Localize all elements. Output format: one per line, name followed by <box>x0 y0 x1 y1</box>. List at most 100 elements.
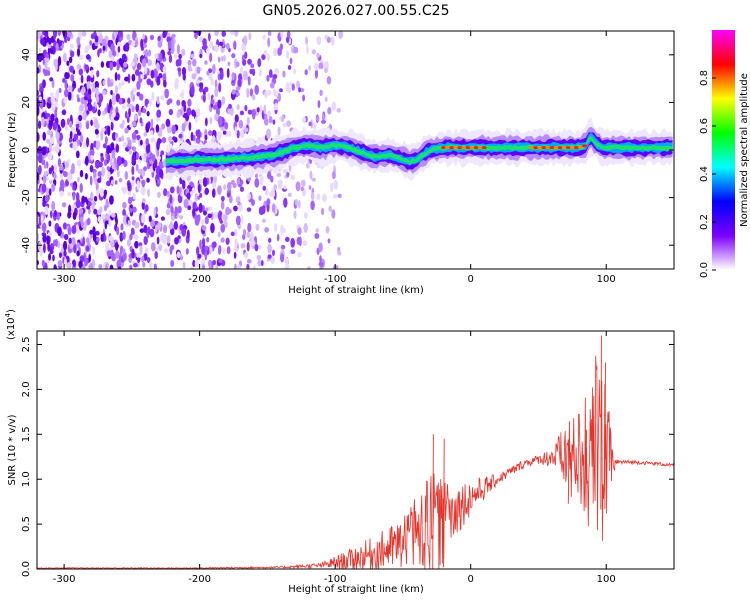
noise-speckle <box>258 195 262 202</box>
noise-speckle <box>153 263 157 269</box>
noise-speckle <box>53 264 57 269</box>
noise-speckle <box>70 74 75 82</box>
noise-speckle <box>99 187 105 198</box>
noise-speckle <box>224 121 229 130</box>
noise-speckle <box>77 121 83 130</box>
noise-speckle <box>286 171 290 178</box>
noise-speckle <box>44 62 48 69</box>
noise-speckle <box>71 162 75 173</box>
noise-speckle <box>308 121 312 127</box>
noise-speckle <box>110 113 116 123</box>
noise-speckle <box>68 56 73 64</box>
noise-speckle <box>181 48 186 57</box>
ridge-peak <box>449 146 455 150</box>
noise-speckle <box>201 264 205 269</box>
noise-speckle <box>186 229 190 239</box>
noise-speckle <box>183 198 189 209</box>
noise-speckle <box>115 250 120 259</box>
noise-speckle <box>68 204 72 214</box>
noise-speckle <box>215 264 219 269</box>
noise-speckle <box>80 74 84 84</box>
spectrogram-x-ticks: -300 -200 -100 0 100 <box>53 31 616 285</box>
noise-speckle <box>124 110 128 119</box>
noise-speckle <box>174 206 178 217</box>
noise-speckle <box>254 84 259 95</box>
noise-speckle <box>280 31 284 39</box>
noise-speckle <box>218 246 221 256</box>
noise-speckle <box>306 44 309 55</box>
noise-speckle <box>110 249 114 260</box>
noise-speckle <box>80 221 84 228</box>
noise-speckle <box>321 207 325 216</box>
snr-frame <box>36 330 675 570</box>
x-tick-label: -300 <box>53 574 76 585</box>
noise-speckle <box>158 160 164 170</box>
noise-speckle <box>68 120 73 128</box>
noise-speckle <box>94 35 99 43</box>
noise-speckle <box>151 91 155 102</box>
noise-speckle <box>239 110 245 116</box>
ridge-band <box>165 136 673 165</box>
ridge-peak <box>569 146 575 150</box>
noise-speckle <box>312 122 317 130</box>
noise-speckle <box>131 176 135 181</box>
noise-speckle <box>315 52 320 58</box>
noise-speckle <box>201 219 205 226</box>
noise-speckle <box>100 155 105 163</box>
noise-speckle <box>108 209 112 216</box>
noise-speckle <box>324 67 328 73</box>
noise-speckle <box>204 134 208 141</box>
noise-speckle <box>107 39 112 48</box>
noise-speckle <box>150 241 156 252</box>
snr-spike <box>432 434 434 569</box>
noise-speckle <box>97 177 101 183</box>
noise-speckle <box>267 254 272 259</box>
noise-speckle <box>79 54 84 60</box>
noise-speckle <box>67 226 72 236</box>
noise-speckle <box>218 82 222 93</box>
noise-speckle <box>87 197 93 202</box>
noise-speckle <box>235 86 241 91</box>
x-tick-label: -200 <box>188 274 211 285</box>
colorbar-ticks: 0.0 0.2 0.4 0.6 0.8 <box>699 70 716 278</box>
noise-speckle <box>97 170 102 177</box>
noise-speckle <box>284 257 289 265</box>
noise-speckle <box>230 31 235 36</box>
noise-speckle <box>207 206 213 212</box>
noise-speckle <box>84 172 88 180</box>
noise-speckle <box>133 114 138 122</box>
noise-speckle <box>166 235 171 244</box>
noise-speckle <box>173 220 178 230</box>
noise-speckle <box>321 119 326 124</box>
noise-speckle <box>163 79 167 88</box>
noise-speckle <box>115 143 120 153</box>
noise-speckle <box>155 124 160 133</box>
noise-speckle <box>146 78 152 86</box>
noise-speckle <box>91 200 95 210</box>
noise-speckle <box>246 259 252 264</box>
noise-speckle <box>97 109 101 117</box>
noise-speckle <box>283 197 288 208</box>
noise-speckle <box>148 215 152 223</box>
noise-speckle <box>82 236 86 247</box>
noise-speckle <box>242 58 247 66</box>
noise-speckle <box>131 165 135 176</box>
noise-speckle <box>59 190 64 197</box>
noise-speckle <box>103 234 107 242</box>
noise-speckle <box>331 171 336 180</box>
noise-speckle <box>119 233 123 241</box>
noise-speckle <box>63 170 68 178</box>
noise-speckle <box>194 192 199 202</box>
noise-speckle <box>95 95 100 103</box>
noise-speckle <box>217 231 221 238</box>
noise-speckle <box>149 34 155 41</box>
noise-speckle <box>78 260 83 269</box>
noise-speckle <box>113 116 119 121</box>
noise-speckle <box>136 62 142 71</box>
noise-speckle <box>57 31 61 37</box>
noise-speckle <box>76 36 81 46</box>
noise-speckle <box>63 234 69 241</box>
noise-speckle <box>217 185 222 195</box>
noise-speckle <box>83 141 87 150</box>
noise-speckle <box>79 182 83 193</box>
